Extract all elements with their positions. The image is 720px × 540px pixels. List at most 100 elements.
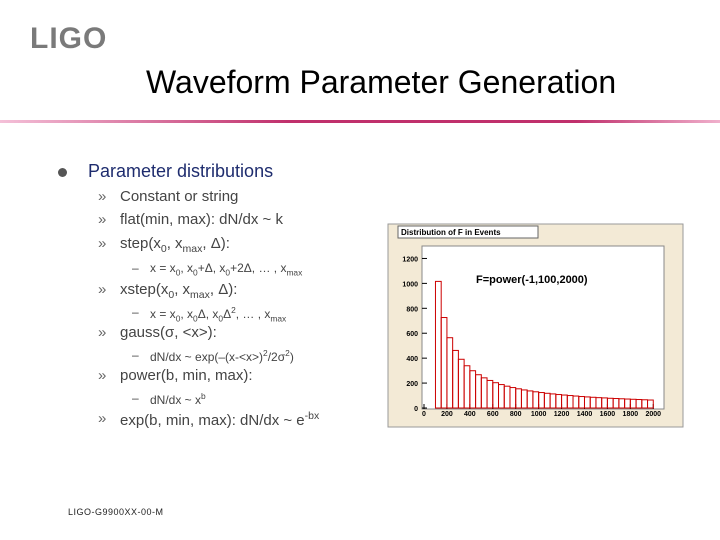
- list-item: x = x0, x0+Δ, x0+2Δ, … , xmax: [132, 261, 302, 277]
- text-run: 0: [160, 243, 167, 255]
- bullet-text: Parameter distributions: [88, 161, 274, 181]
- item-text: xstep(x0, xmax, Δ):: [120, 281, 238, 301]
- bar: [578, 396, 585, 409]
- x-tick-label: 1400: [577, 411, 593, 418]
- x-tick-label: 600: [487, 411, 499, 418]
- y-tick-label: 400: [406, 356, 418, 363]
- y-tick-label: 1000: [402, 281, 418, 288]
- bar: [555, 394, 563, 409]
- annotation: F=power(-1,100,2000): [476, 274, 588, 286]
- text-run: , … , x: [235, 307, 271, 321]
- bar: [549, 393, 557, 409]
- bar: [520, 389, 528, 409]
- logo: LIGO: [30, 22, 108, 55]
- text-run: flat(min, max): dN/dx ~ k: [120, 211, 283, 228]
- bar: [446, 337, 454, 409]
- bar: [589, 396, 597, 409]
- text-run: max: [190, 289, 210, 301]
- text-run: +2Δ, … , x: [230, 261, 287, 275]
- bar: [618, 398, 626, 409]
- text-run: 0: [193, 313, 198, 324]
- text-run: , x: [180, 261, 194, 275]
- y-tick-label: 600: [406, 331, 418, 338]
- list-item: exp(b, min, max): dN/dx ~ e-bx: [98, 410, 319, 429]
- footer: LIGO-G9900XX-00-M: [68, 507, 164, 517]
- bar: [509, 387, 517, 409]
- text-run: power(b, min, max):: [120, 367, 253, 384]
- x-tick-label: 200: [441, 411, 453, 418]
- text-run: /2σ: [267, 350, 286, 364]
- list-item: x = x0, x0Δ, x0Δ2, … , xmax: [132, 305, 286, 323]
- x-tick-label: 400: [464, 411, 476, 418]
- plot-area: [421, 245, 665, 410]
- bar: [601, 397, 608, 409]
- text-run: xstep(x: [120, 281, 169, 298]
- item-text: gauss(σ, <x>):: [120, 324, 217, 341]
- text-run: step(x: [120, 235, 161, 252]
- x-tick-label: 1200: [554, 411, 570, 418]
- x-tick-label: 800: [510, 411, 522, 418]
- item-text: step(x0, xmax, Δ):: [120, 235, 230, 255]
- text-run: Δ, x: [197, 307, 219, 321]
- bar: [647, 399, 654, 409]
- text-run: gauss(σ, <x>):: [120, 324, 217, 341]
- bar: [572, 395, 580, 409]
- text-run: 0: [193, 267, 198, 278]
- bar: [635, 399, 643, 409]
- text-run: x = x: [150, 261, 176, 275]
- bar: [566, 395, 574, 409]
- list-item: xstep(x0, xmax, Δ):: [98, 281, 237, 301]
- item-text: x = x0, x0+Δ, x0+2Δ, … , xmax: [150, 261, 303, 278]
- text-run: max: [182, 243, 203, 255]
- bar: [469, 370, 477, 409]
- bar: [434, 280, 442, 409]
- list-item: step(x0, xmax, Δ):: [98, 235, 230, 255]
- list-item: flat(min, max): dN/dx ~ k: [98, 211, 283, 228]
- x-tick-label: 2000: [645, 411, 661, 418]
- bar: [629, 398, 637, 409]
- text-run: Δ: [223, 307, 232, 321]
- text-run: max: [286, 267, 303, 278]
- bar: [641, 399, 649, 409]
- item-text: power(b, min, max):: [120, 367, 253, 384]
- bar: [452, 349, 459, 409]
- text-run: 0: [218, 313, 224, 324]
- bar: [561, 394, 568, 409]
- bar: [606, 397, 614, 409]
- bar: [492, 382, 500, 409]
- x-tick-label: 1600: [600, 411, 616, 418]
- bar: [526, 390, 534, 409]
- chart-frame: [387, 223, 684, 428]
- bar: [498, 384, 505, 409]
- text-run: , x: [166, 235, 183, 252]
- list-item: Constant or string: [98, 188, 238, 205]
- text-run: x = x: [150, 307, 176, 321]
- bar: [463, 365, 471, 409]
- text-run: 2: [231, 305, 236, 315]
- x-tick-label: 1000: [531, 411, 547, 418]
- bar: [503, 385, 511, 409]
- item-text: flat(min, max): dN/dx ~ k: [120, 211, 283, 228]
- slide-title: Waveform Parameter Generation: [146, 64, 617, 100]
- bar: [612, 398, 620, 409]
- title-rule: [0, 120, 720, 123]
- text-run: 2: [285, 348, 290, 358]
- text-run: Constant or string: [120, 188, 239, 205]
- bullet-dot: [58, 168, 67, 177]
- text-run: ): [289, 350, 294, 364]
- text-run: b: [201, 391, 206, 401]
- text-run: , Δ):: [209, 281, 238, 298]
- item-text: dN/dx ~ xb: [150, 391, 206, 407]
- bar: [515, 388, 522, 409]
- text-run: dN/dx ~ exp(–(x-<x>): [150, 350, 264, 364]
- item-text: Constant or string: [120, 188, 238, 205]
- item-text: x = x0, x0Δ, x0Δ2, … , xmax: [150, 305, 287, 324]
- bar: [543, 392, 551, 409]
- item-text: exp(b, min, max): dN/dx ~ e-bx: [120, 410, 319, 429]
- title-box: [397, 225, 539, 239]
- chart-title: Distribution of F in Events: [401, 228, 501, 237]
- text-run: max: [270, 313, 287, 324]
- list-item: dN/dx ~ exp(–(x-<x>)2/2σ2): [132, 348, 294, 364]
- bar: [583, 396, 591, 409]
